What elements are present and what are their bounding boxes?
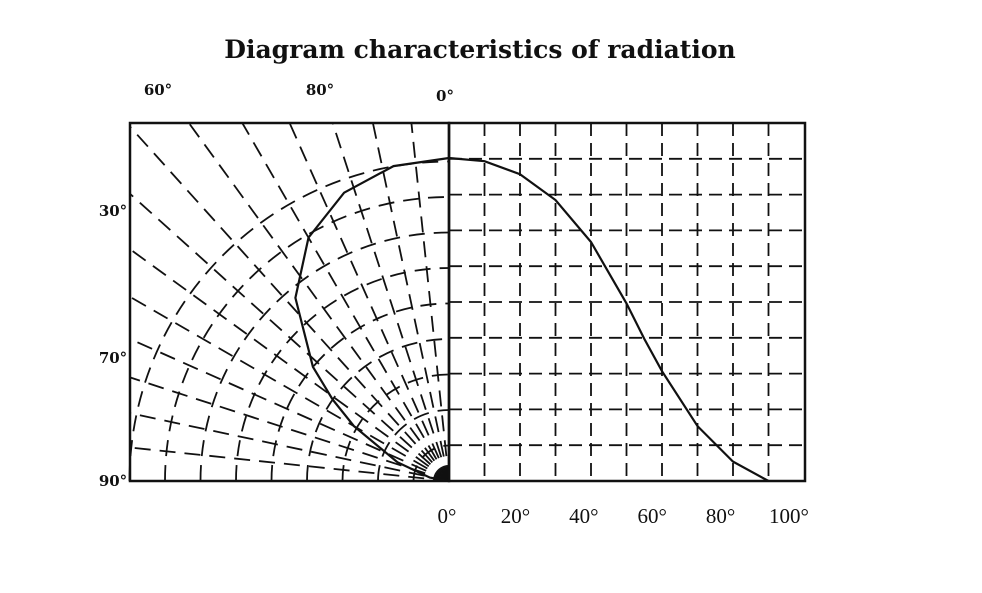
cartesian-panel [447,121,807,483]
polar-circle [164,196,450,482]
polar-radial-line [129,296,450,482]
x-tick-labels: 0° 20° 40° 60° 80° 100° [438,504,809,528]
polar-radial-line [129,446,450,482]
polar-radial-line [288,122,450,482]
polar-radial-line [129,126,450,482]
angle-label-90: 90° [99,472,127,490]
polar-frame [128,121,451,483]
angle-label-70: 70° [99,349,127,367]
polar-circle [128,160,450,482]
angle-label-0: 0° [436,87,454,105]
polar-radial-line [129,338,450,482]
x-tick-label: 40° [569,504,598,528]
polar-circle [235,267,450,482]
angle-label-60: 60° [144,81,172,99]
polar-radial-line [129,376,450,482]
x-tick-label: 100° [769,504,809,528]
polar-circle [306,338,450,482]
cartesian-frame [447,121,807,483]
x-tick-label: 0° [438,504,457,528]
chart-title: Diagram characteristics of radiation [224,35,735,64]
polar-radial-line [410,122,450,482]
polar-radiation-curve [294,156,450,483]
cartesian-radiation-curve [448,156,770,482]
polar-radial-line [188,122,450,482]
polar-circle [199,231,450,482]
polar-circle [377,409,450,482]
polar-circle [341,373,450,482]
x-tick-label: 80° [706,504,735,528]
x-tick-label: 20° [501,504,530,528]
polar-angle-labels: 90° 70° 30° 60° 80° 0° [99,81,454,490]
polar-radial-line [129,412,450,482]
x-tick-label: 60° [637,504,666,528]
angle-label-30: 30° [99,202,127,220]
polar-panel [128,121,451,483]
polar-circle [270,302,450,482]
polar-radial-line [372,122,450,482]
angle-label-80: 80° [306,81,334,99]
polar-circle [412,444,450,482]
polar-radial-line [129,193,450,482]
polar-radial-line [129,248,450,482]
polar-radial-line [241,122,450,482]
polar-radial-line [331,122,450,482]
